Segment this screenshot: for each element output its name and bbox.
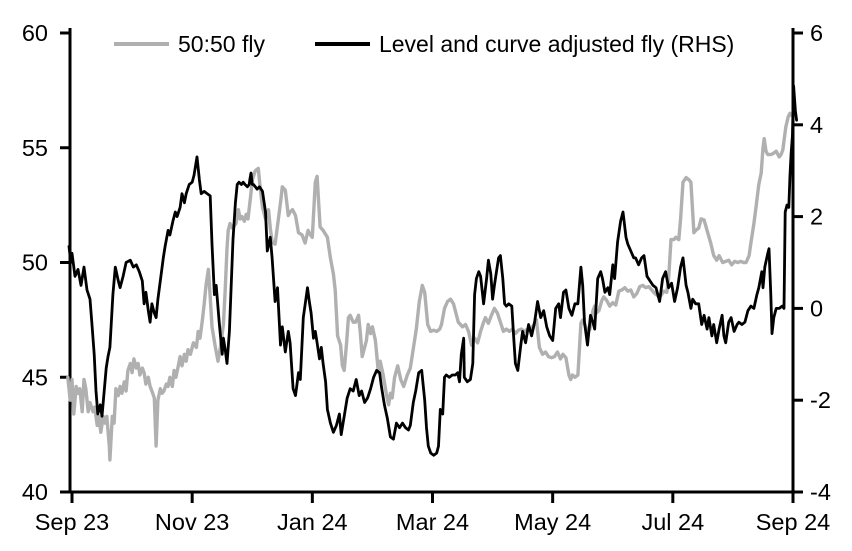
- legend-item-adjusted-fly: Level and curve adjusted fly (RHS): [314, 31, 735, 57]
- left-tick-label: 60: [22, 20, 48, 46]
- x-tick-label: Jul 24: [641, 509, 704, 535]
- series-line-black: [67, 84, 798, 457]
- left-tick-label: 40: [22, 479, 48, 505]
- x-tick-label: Nov 23: [155, 509, 229, 535]
- right-tick-label: 4: [810, 112, 823, 138]
- x-tick-label: Jan 24: [277, 509, 348, 535]
- left-tick-label: 50: [22, 250, 48, 276]
- right-tick-label: 0: [810, 295, 823, 321]
- left-tick-label: 55: [22, 135, 48, 161]
- legend-item-5050-fly: 50:50 fly: [114, 31, 265, 57]
- right-tick-label: 6: [810, 20, 823, 46]
- left-tick-label: 45: [22, 364, 48, 390]
- legend-swatch-gray-line: [114, 42, 169, 46]
- x-tick-label: Sep 24: [756, 509, 830, 535]
- right-tick-label: 2: [810, 204, 823, 230]
- legend-swatch-black-line: [314, 42, 370, 46]
- legend: 50:50 fly Level and curve adjusted fly (…: [114, 31, 734, 57]
- x-tick-label: Sep 23: [35, 509, 109, 535]
- legend-label-5050-fly: 50:50 fly: [178, 31, 265, 57]
- x-tick-label: May 24: [514, 509, 591, 535]
- legend-label-adjusted-fly: Level and curve adjusted fly (RHS): [378, 31, 735, 57]
- right-tick-label: -2: [810, 387, 831, 413]
- right-tick-label: -4: [810, 479, 831, 505]
- x-tick-label: Mar 24: [396, 509, 469, 535]
- series-line-gray: [66, 111, 794, 462]
